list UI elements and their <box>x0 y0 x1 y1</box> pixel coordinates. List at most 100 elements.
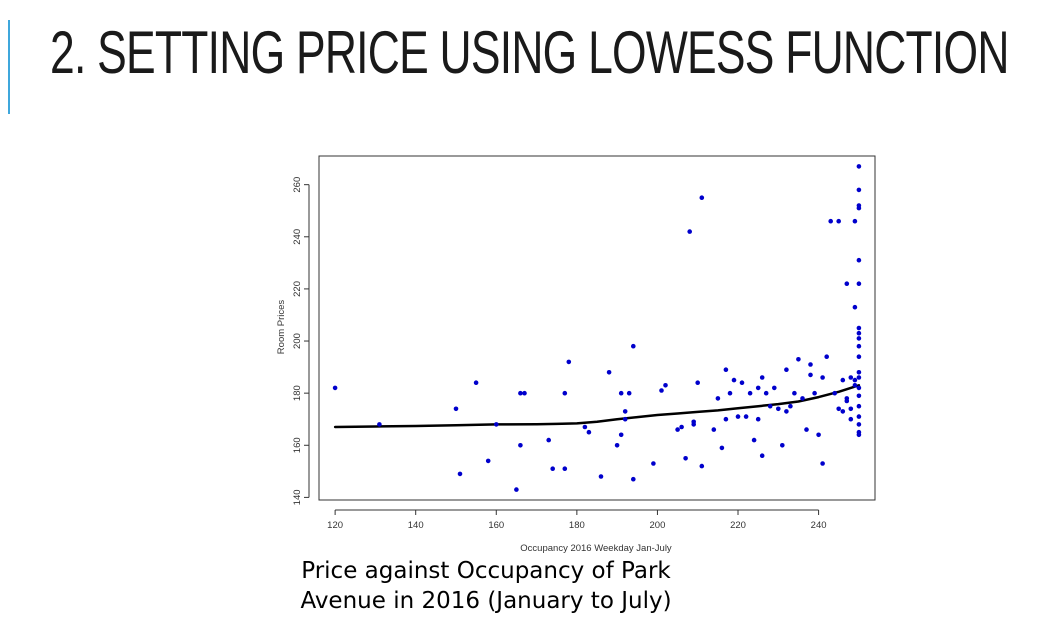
data-point <box>759 375 765 380</box>
title-accent-bar <box>8 20 10 114</box>
data-point <box>784 409 789 414</box>
data-point <box>582 424 588 430</box>
data-point <box>735 414 741 419</box>
data-point <box>606 370 612 375</box>
data-point <box>856 422 862 427</box>
data-point <box>856 385 862 391</box>
data-point <box>856 330 862 336</box>
data-point <box>755 416 761 422</box>
data-point <box>663 383 668 388</box>
data-point <box>377 422 382 427</box>
data-point <box>743 414 749 419</box>
data-point <box>727 390 733 396</box>
data-point <box>848 416 854 422</box>
data-point <box>856 432 862 438</box>
data-point <box>844 396 850 401</box>
data-point <box>618 432 624 438</box>
data-point <box>626 390 632 396</box>
data-point <box>824 354 829 360</box>
data-point <box>848 406 854 412</box>
data-point <box>651 461 656 466</box>
data-point <box>546 437 551 443</box>
x-tick-label: 240 <box>811 520 827 531</box>
data-point <box>598 474 604 479</box>
data-point <box>723 416 729 422</box>
data-point <box>792 390 797 396</box>
data-point <box>518 390 523 396</box>
data-point <box>856 257 862 263</box>
chart-caption: Price against Occupancy of Park Avenue i… <box>300 558 672 614</box>
data-point <box>856 414 862 419</box>
data-point <box>731 377 737 383</box>
data-point <box>683 456 688 461</box>
data-point <box>820 461 825 466</box>
data-point <box>808 362 813 367</box>
y-tick-label: 180 <box>292 385 303 401</box>
x-axis-label: Occupancy 2016 Weekday Jan-July <box>520 543 672 554</box>
plot-frame <box>318 155 876 501</box>
chart-points-layer <box>332 164 862 492</box>
data-point <box>562 466 568 472</box>
data-point <box>494 422 499 427</box>
y-tick-label: 160 <box>292 437 303 453</box>
data-point <box>522 390 527 396</box>
data-point <box>812 390 817 396</box>
data-point <box>699 195 705 200</box>
y-axis-label: Room Prices <box>276 300 287 355</box>
data-point <box>751 437 757 443</box>
data-point <box>518 443 523 448</box>
x-tick-label: 140 <box>408 520 424 531</box>
data-point <box>618 390 624 396</box>
data-point <box>832 390 837 396</box>
data-point <box>796 357 801 362</box>
data-point <box>695 380 700 386</box>
data-point <box>856 336 862 341</box>
data-point <box>836 218 841 224</box>
data-point <box>852 383 858 388</box>
data-point <box>586 429 592 435</box>
data-point <box>856 187 862 193</box>
data-point <box>784 367 789 373</box>
x-tick-label: 120 <box>327 520 343 531</box>
data-point <box>566 359 572 365</box>
x-tick-label: 180 <box>569 520 585 531</box>
data-point <box>780 443 785 448</box>
chart-axes: 120 140 160 180 200 220 240 140 160 180 200 220 240 2… <box>292 155 876 531</box>
data-point <box>457 471 463 477</box>
data-point <box>852 377 858 383</box>
x-tick-label: 220 <box>730 520 746 531</box>
data-point <box>844 281 850 287</box>
data-point <box>631 476 636 482</box>
data-point <box>659 388 664 393</box>
data-point <box>631 343 636 349</box>
data-point <box>852 218 858 224</box>
data-point <box>788 403 793 409</box>
data-point <box>767 403 773 409</box>
data-point <box>808 372 813 378</box>
data-point <box>485 458 491 464</box>
data-point <box>739 380 745 386</box>
data-point <box>856 343 862 349</box>
data-point <box>759 453 765 459</box>
y-tick-label: 220 <box>292 281 303 297</box>
y-tick-label: 260 <box>292 177 303 193</box>
data-point <box>856 325 862 331</box>
data-point <box>804 427 809 432</box>
data-point <box>755 385 761 391</box>
data-point <box>840 377 846 383</box>
data-point <box>856 164 862 169</box>
data-point <box>836 406 841 412</box>
data-point <box>856 205 862 211</box>
data-point <box>723 367 729 373</box>
data-point <box>856 370 862 375</box>
y-tick-label: 140 <box>292 489 303 505</box>
data-point <box>776 406 781 412</box>
data-point <box>691 419 696 425</box>
lowess-line <box>333 384 861 429</box>
x-tick-label: 160 <box>488 520 504 531</box>
data-point <box>711 427 717 432</box>
data-point <box>856 403 862 409</box>
x-tick-label: 200 <box>650 520 666 531</box>
data-point <box>852 304 858 310</box>
